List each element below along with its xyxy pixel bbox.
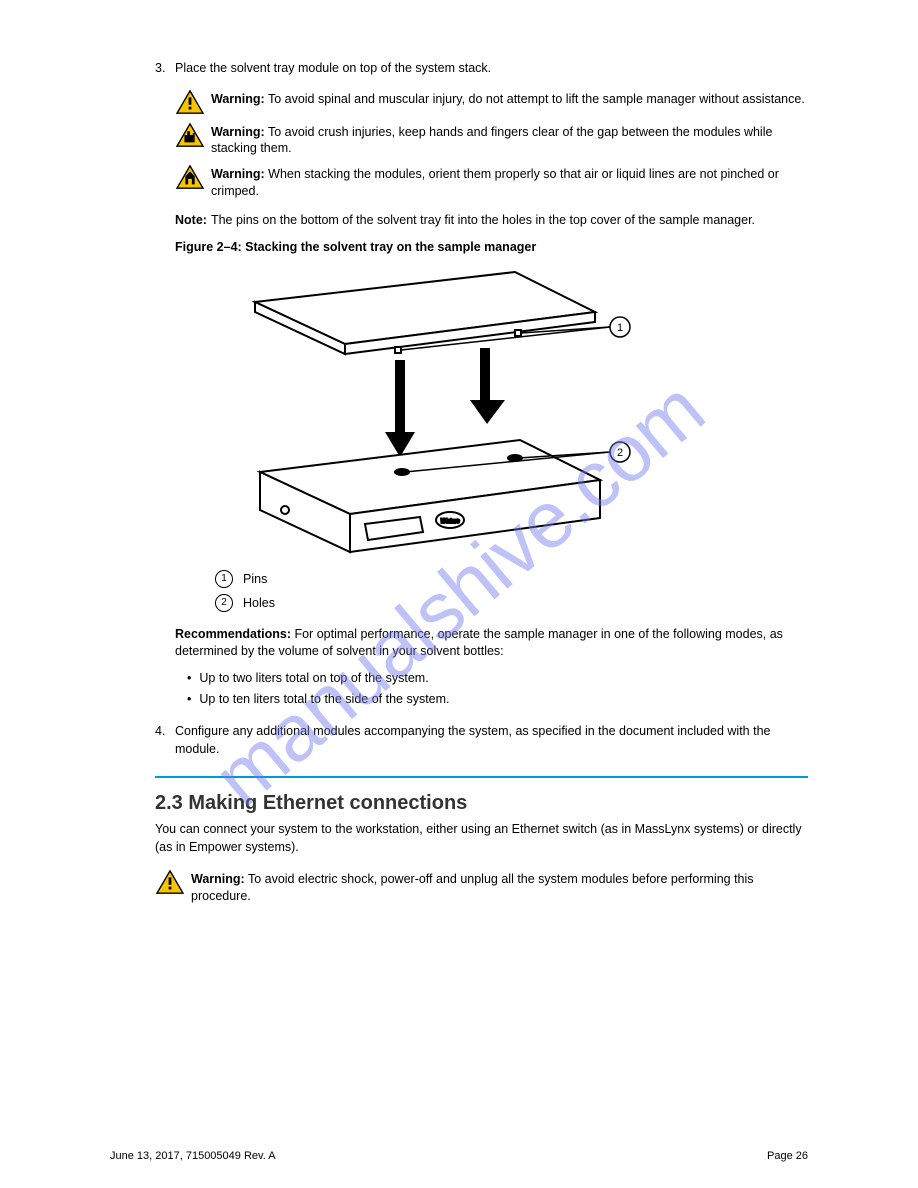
warning-hand-icon (175, 122, 205, 148)
recommendations-label: Recommendations: (175, 627, 291, 641)
note-label: Note: (175, 212, 207, 230)
warning-label: Warning: (191, 872, 245, 886)
page-footer: June 13, 2017, 715005049 Rev. A Page 26 (0, 1150, 918, 1162)
recommendations-bullets: • Up to two liters total on top of the s… (187, 669, 808, 710)
bullet-icon: • (187, 690, 191, 709)
step-4: 4. Configure any additional modules acco… (155, 723, 808, 758)
recommendations: Recommendations: For optimal performance… (175, 626, 808, 661)
warning-body: When stacking the modules, orient them p… (211, 167, 779, 198)
svg-text:1: 1 (617, 322, 623, 334)
note: Note: The pins on the bottom of the solv… (175, 212, 808, 230)
callout-label: Holes (243, 596, 275, 610)
bullet-text: Up to two liters total on top of the sys… (199, 669, 428, 688)
warning-body: To avoid spinal and muscular injury, do … (265, 92, 805, 106)
warning-crush: Warning: To avoid crush injuries, keep h… (175, 121, 808, 158)
figure-title: Figure 2–4: Stacking the solvent tray on… (175, 240, 808, 254)
bullet-text: Up to ten liters total to the side of th… (199, 690, 449, 709)
step-number: 3. (155, 60, 175, 78)
warning-body: To avoid electric shock, power-off and u… (191, 872, 754, 903)
warning-text: Warning: To avoid crush injuries, keep h… (211, 124, 808, 158)
warning-tip-icon (175, 164, 205, 190)
callout-number: 1 (215, 570, 233, 588)
step-number: 4. (155, 723, 175, 758)
warning-label: Warning: (211, 167, 265, 181)
step-text: Configure any additional modules accompa… (175, 723, 808, 758)
bullet-item: • Up to two liters total on top of the s… (187, 669, 808, 688)
stacking-diagram: 1 (215, 262, 645, 562)
footer-left: June 13, 2017, 715005049 Rev. A (110, 1150, 276, 1162)
warning-electric: Warning: To avoid electric shock, power-… (155, 868, 808, 905)
callout-label: Pins (243, 572, 267, 586)
warning-triangle-icon (155, 869, 185, 895)
warning-triangle-icon (175, 89, 205, 115)
step-3: 3. Place the solvent tray module on top … (155, 60, 808, 78)
section-heading: 2.3 Making Ethernet connections (155, 792, 808, 815)
svg-text:Waters: Waters (441, 519, 460, 525)
warning-body: To avoid crush injuries, keep hands and … (211, 125, 772, 156)
warning-spinal: Warning: To avoid spinal and muscular in… (175, 88, 808, 115)
svg-text:2: 2 (617, 447, 623, 459)
callout-number: 2 (215, 594, 233, 612)
bullet-icon: • (187, 669, 191, 688)
warning-text: Warning: To avoid electric shock, power-… (191, 871, 808, 905)
warning-pinch: Warning: When stacking the modules, orie… (175, 163, 808, 200)
warning-text: Warning: To avoid spinal and muscular in… (211, 91, 805, 108)
figure-callout-list: 1 Pins 2 Holes (215, 570, 808, 612)
bullet-item: • Up to ten liters total to the side of … (187, 690, 808, 709)
footer-right: Page 26 (767, 1150, 808, 1162)
section-title: Making Ethernet connections (188, 792, 467, 814)
warning-label: Warning: (211, 125, 265, 139)
section-divider (155, 776, 808, 778)
warning-text: Warning: When stacking the modules, orie… (211, 166, 808, 200)
note-text: The pins on the bottom of the solvent tr… (211, 212, 755, 230)
callout-pins: 1 Pins (215, 570, 808, 588)
figure-diagram: 1 (215, 262, 645, 562)
warning-label: Warning: (211, 92, 265, 106)
callout-holes: 2 Holes (215, 594, 808, 612)
section-intro: You can connect your system to the works… (155, 821, 808, 856)
step-text: Place the solvent tray module on top of … (175, 60, 808, 78)
section-number: 2.3 (155, 792, 188, 814)
